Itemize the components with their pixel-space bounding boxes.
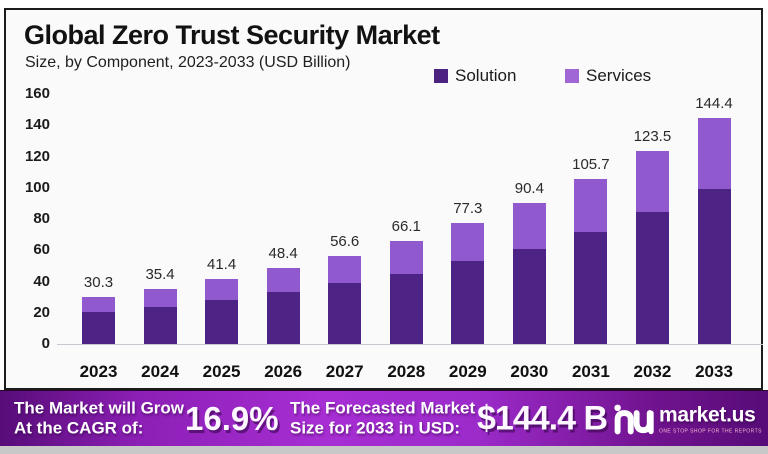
x-tick-2029: 2029 — [448, 362, 487, 381]
bar-solution-2032 — [635, 211, 669, 344]
chart-subtitle: Size, by Component, 2023-2033 (USD Billi… — [25, 54, 351, 71]
footer-banner: The Market will Grow At the CAGR of: 16.… — [0, 390, 768, 446]
legend-item-services: Services — [565, 66, 651, 86]
market-us-logo-icon — [614, 404, 654, 434]
solution-swatch-icon — [434, 69, 448, 83]
forecast-value: $144.4 B — [477, 399, 608, 437]
bar-solution-2024 — [143, 306, 177, 344]
total-label-2028: 66.1 — [391, 217, 421, 235]
x-tick-2027: 2027 — [325, 362, 364, 381]
bar-solution-2031 — [574, 231, 608, 344]
bar-solution-2023 — [82, 311, 115, 344]
brand-block: market.us ONE STOP SHOP FOR THE REPORTS — [659, 403, 762, 434]
bar-solution-2026 — [266, 292, 300, 344]
forecast-label-line2: Size for 2033 in USD: — [290, 418, 461, 438]
bar-solution-2029 — [451, 261, 485, 344]
total-label-2023: 30.3 — [83, 273, 114, 291]
x-tick-2028: 2028 — [387, 362, 426, 381]
legend-item-solution: Solution — [434, 66, 516, 86]
x-axis-line — [57, 344, 763, 345]
legend-label: Solution — [455, 66, 517, 85]
y-tick-20: 20 — [33, 303, 50, 321]
brand-tagline: ONE STOP SHOP FOR THE REPORTS — [659, 428, 762, 434]
bar-solution-2027 — [328, 283, 362, 344]
y-tick-40: 40 — [33, 272, 50, 290]
y-tick-100: 100 — [24, 178, 50, 196]
y-tick-80: 80 — [33, 210, 50, 227]
forecast-label: The Forecasted Market Size for 2033 in U… — [290, 398, 475, 439]
bar-services-2023 — [82, 296, 115, 312]
bar-solution-2030 — [512, 248, 546, 344]
forecast-label-line1: The Forecasted Market — [290, 397, 476, 417]
total-label-2027: 56.6 — [330, 232, 360, 250]
cagr-label-line2: At the CAGR of: — [14, 418, 144, 438]
total-label-2024: 35.4 — [145, 265, 175, 283]
bar-services-2026 — [266, 268, 300, 293]
x-tick-2025: 2025 — [202, 362, 241, 381]
y-tick-60: 60 — [33, 241, 50, 259]
total-label-2026: 48.4 — [268, 245, 298, 263]
x-tick-2030: 2030 — [510, 362, 549, 381]
y-tick-120: 120 — [24, 147, 50, 165]
bar-services-2030 — [512, 202, 546, 249]
bar-services-2025 — [205, 279, 239, 300]
total-label-2031: 105.7 — [572, 155, 610, 173]
bar-services-2031 — [574, 178, 608, 232]
cagr-value: 16.9% — [185, 399, 279, 437]
bar-services-2027 — [328, 255, 362, 284]
bar-services-2024 — [143, 288, 177, 307]
bottom-strip — [0, 446, 768, 454]
chart-frame: Global Zero Trust Security Market Size, … — [4, 8, 763, 390]
x-tick-2026: 2026 — [264, 362, 303, 381]
bar-services-2033 — [697, 118, 731, 190]
legend-label: Services — [586, 66, 652, 85]
services-swatch-icon — [565, 69, 579, 83]
plot-area: 30.3 35.4 41.4 48.4 56.6 66.1 77.3 90.4 105.7 123… — [57, 94, 763, 345]
x-axis: 2023 2024 2025 2026 2027 2028 2029 2030 2031 2032… — [57, 352, 761, 386]
page-title: Global Zero Trust Security Market — [24, 20, 440, 50]
bar-services-2028 — [389, 240, 423, 274]
x-tick-2032: 2032 — [633, 362, 672, 381]
x-tick-2031: 2031 — [571, 362, 610, 381]
bar-services-2029 — [451, 223, 485, 262]
y-tick-160: 160 — [24, 85, 50, 102]
x-tick-2023: 2023 — [79, 362, 118, 381]
bar-solution-2025 — [205, 299, 239, 344]
bar-solution-2033 — [697, 189, 731, 344]
y-tick-0: 0 — [41, 335, 50, 352]
total-label-2030: 90.4 — [514, 179, 544, 197]
total-label-2033: 144.4 — [695, 95, 733, 113]
cagr-label-line1: The Market will Grow — [14, 397, 185, 417]
x-tick-2033: 2033 — [695, 362, 733, 381]
brand-name: market.us — [659, 403, 756, 426]
total-label-2029: 77.3 — [453, 200, 483, 218]
bar-solution-2028 — [389, 273, 423, 344]
x-tick-2024: 2024 — [141, 362, 179, 381]
total-label-2032: 123.5 — [633, 128, 672, 146]
cagr-label: The Market will Grow At the CAGR of: — [14, 398, 184, 439]
y-tick-140: 140 — [24, 116, 50, 134]
total-label-2025: 41.4 — [206, 256, 237, 274]
chart-legend: Solution Services — [434, 66, 734, 90]
bar-services-2032 — [635, 151, 669, 212]
